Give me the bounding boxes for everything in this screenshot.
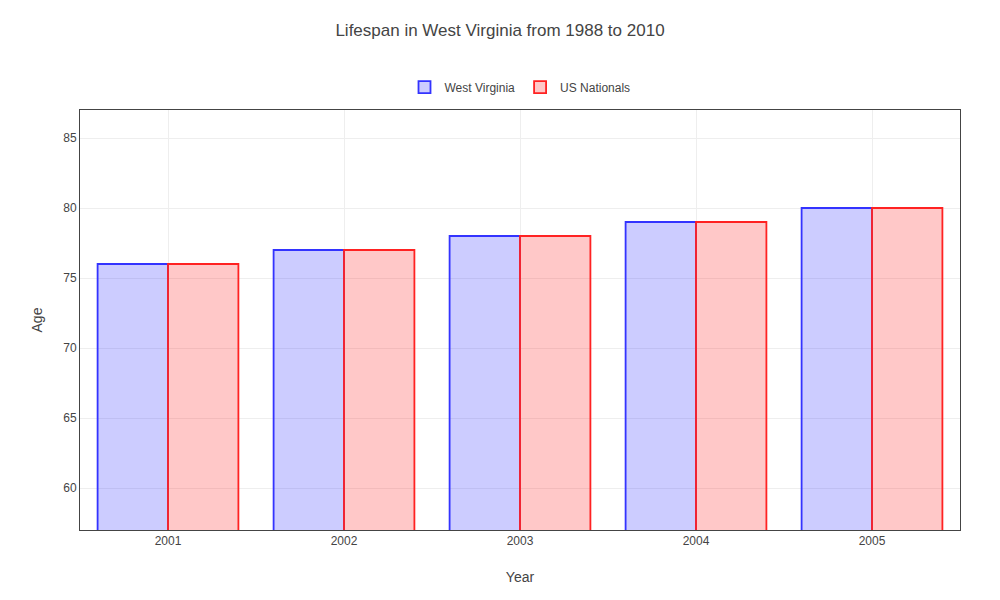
svg-text:2005: 2005 [859,534,886,548]
svg-text:60: 60 [63,481,77,495]
svg-text:West Virginia: West Virginia [445,81,516,95]
svg-text:2002: 2002 [331,534,358,548]
svg-text:US Nationals: US Nationals [560,81,630,95]
svg-text:Year: Year [506,569,535,585]
svg-text:85: 85 [63,131,77,145]
svg-text:80: 80 [63,201,77,215]
svg-text:Lifespan in West Virginia from: Lifespan in West Virginia from 1988 to 2… [335,21,664,40]
svg-text:65: 65 [63,411,77,425]
svg-text:70: 70 [63,341,77,355]
svg-text:75: 75 [63,271,77,285]
svg-text:2003: 2003 [507,534,534,548]
svg-text:2004: 2004 [683,534,710,548]
svg-text:Age: Age [29,307,45,332]
svg-text:2001: 2001 [155,534,182,548]
